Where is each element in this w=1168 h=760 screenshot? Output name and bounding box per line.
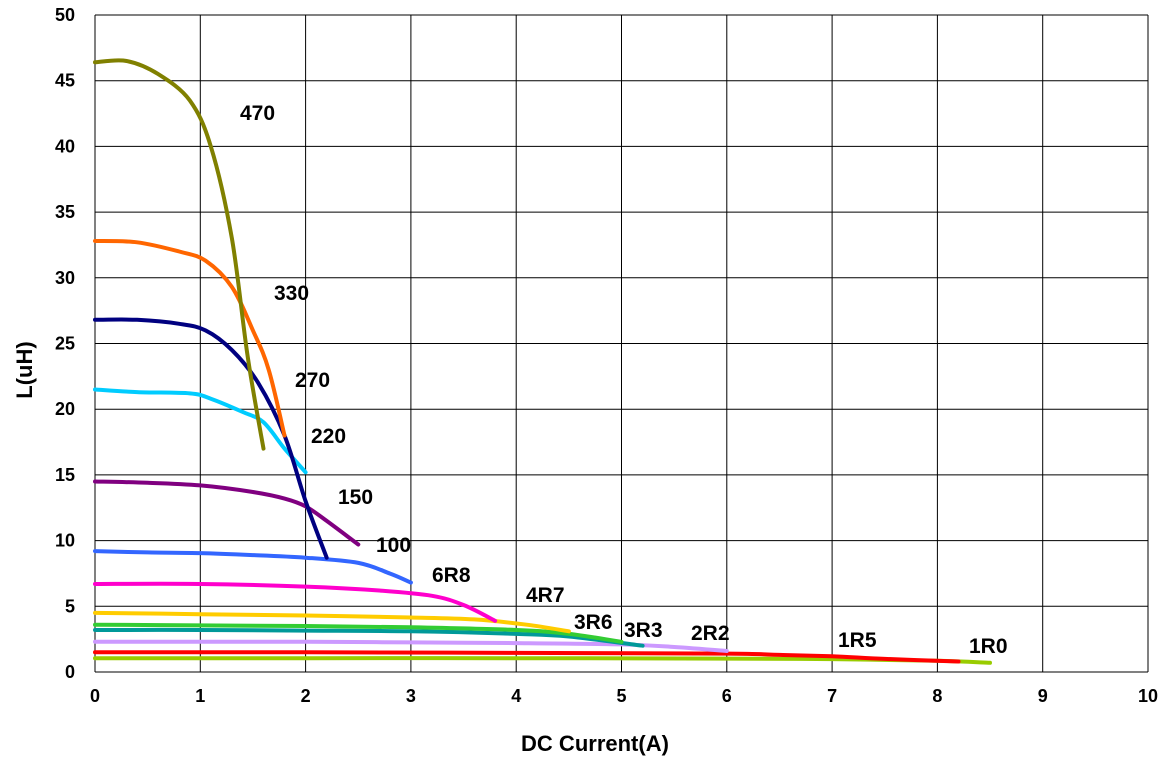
series-label-3r3: 3R3 [624,619,663,642]
series-line-4r7 [93,610,571,634]
x-tick-label: 2 [301,686,311,706]
y-tick-label: 5 [65,596,75,616]
x-tick-label: 9 [1038,686,1048,706]
series-label-330: 330 [274,282,309,305]
series-lines [93,58,992,665]
x-tick-label: 10 [1138,686,1158,706]
series-line-3r6 [93,622,624,644]
x-tick-label: 0 [90,686,100,706]
y-axis-title: L(uH) [12,341,37,398]
x-tick-label: 5 [616,686,626,706]
series-label-4r7: 4R7 [526,584,565,607]
series-label-270: 270 [295,369,330,392]
series-line-1r5 [93,650,961,664]
y-tick-label: 20 [55,399,75,419]
y-tick-label: 45 [55,71,75,91]
series-label-150: 150 [338,486,373,509]
y-tick-label: 0 [65,662,75,682]
series-label-3r6: 3R6 [574,611,613,634]
y-tick-label: 35 [55,202,75,222]
series-line-100 [93,549,413,585]
x-tick-label: 6 [722,686,732,706]
series-label-1r0: 1R0 [969,635,1008,658]
series-line-2r2 [93,639,729,653]
y-tick-label: 30 [55,268,75,288]
series-line-270 [93,317,329,560]
series-label-2r2: 2R2 [691,622,730,645]
series-label-220: 220 [311,425,346,448]
grid [94,14,1149,673]
series-line-150 [93,479,361,547]
x-tick-label: 7 [827,686,837,706]
series-label-470: 470 [240,102,275,125]
series-line-470 [93,58,266,451]
x-axis-title: DC Current(A) [521,731,669,756]
x-tick-labels: 0 1 2 3 4 5 6 7 8 9 10 [90,686,1158,706]
y-tick-labels: 0 5 10 15 20 25 30 35 40 45 50 [55,5,75,682]
y-tick-label: 10 [55,531,75,551]
series-line-6r8 [93,581,498,623]
series-label-100: 100 [376,534,411,557]
y-tick-label: 40 [55,136,75,156]
series-line-3r3 [93,627,645,648]
x-tick-label: 4 [511,686,521,706]
x-tick-label: 8 [932,686,942,706]
series-label-6r8: 6R8 [432,564,471,587]
x-tick-label: 1 [195,686,205,706]
x-tick-label: 3 [406,686,416,706]
series-labels: 470 330 270 220 150 100 6R8 4R7 3R6 3R3 2R2 1R5 1R0 [240,102,1008,658]
y-tick-label: 15 [55,465,75,485]
series-label-1r5: 1R5 [838,629,877,652]
y-tick-label: 50 [55,5,75,25]
series-line-330 [93,239,287,438]
series-line-220 [93,387,308,475]
y-tick-label: 25 [55,334,75,354]
